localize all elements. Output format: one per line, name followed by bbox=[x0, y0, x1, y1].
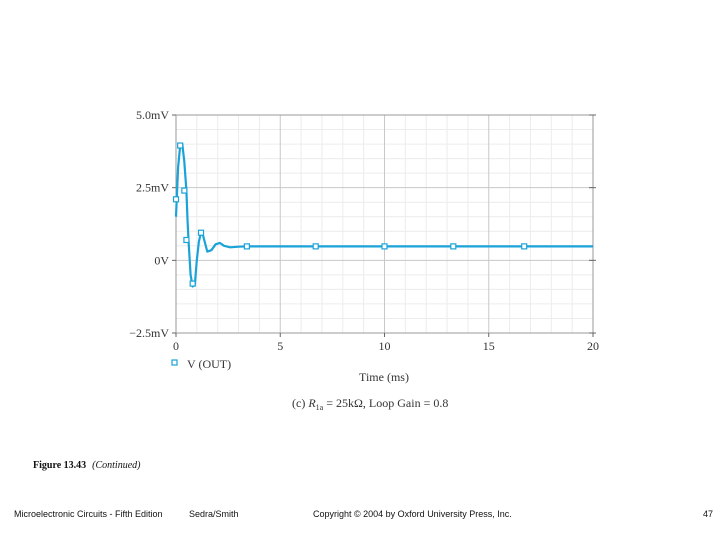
footer-book-title: Microelectronic Circuits - Fifth Edition bbox=[14, 509, 163, 519]
x-tick-label: 10 bbox=[379, 339, 391, 353]
legend-entry-label: V (OUT) bbox=[187, 357, 231, 371]
series-marker bbox=[381, 243, 388, 250]
transient-response-chart: 5.0mV 2.5mV 0V −2.5mV 0 5 10 15 20 V (OUT) Time… bbox=[129, 108, 599, 412]
series-marker bbox=[521, 243, 528, 250]
subcaption-r-symbol: R bbox=[307, 396, 316, 410]
footer-authors: Sedra/Smith bbox=[189, 509, 239, 519]
x-tick-label: 20 bbox=[587, 339, 599, 353]
series-layer bbox=[172, 142, 593, 288]
series-marker bbox=[172, 196, 180, 203]
subcaption-prefix: (c) bbox=[292, 396, 308, 410]
figure-caption: Figure 13.43 (Continued) bbox=[33, 460, 140, 471]
series-marker bbox=[312, 243, 319, 250]
series-marker bbox=[197, 229, 205, 236]
legend: V (OUT) bbox=[171, 357, 231, 371]
y-tick-label: 0V bbox=[154, 253, 169, 267]
series-marker bbox=[243, 243, 250, 250]
y-tick-label: 2.5mV bbox=[136, 181, 169, 195]
series-marker bbox=[189, 280, 196, 287]
series-marker bbox=[183, 236, 190, 244]
figure-continued: (Continued) bbox=[92, 460, 141, 471]
y-tick-label: −2.5mV bbox=[129, 326, 169, 340]
x-axis-ticks: 0 5 10 15 20 bbox=[173, 333, 599, 353]
x-axis-title: Time (ms) bbox=[359, 370, 409, 384]
footer-copyright: Copyright © 2004 by Oxford University Pr… bbox=[313, 509, 512, 519]
series-marker bbox=[177, 142, 184, 149]
series-line bbox=[174, 143, 593, 288]
subcaption-rest: = 25kΩ, Loop Gain = 0.8 bbox=[323, 396, 448, 410]
x-tick-label: 15 bbox=[483, 339, 495, 353]
figure-label: Figure 13.43 bbox=[33, 460, 87, 471]
series-marker bbox=[181, 187, 188, 194]
legend-marker bbox=[171, 359, 178, 366]
x-tick-label: 0 bbox=[173, 339, 179, 353]
y-tick-label: 5.0mV bbox=[136, 108, 169, 122]
series-marker bbox=[450, 243, 457, 250]
chart-subcaption: (c) R1a = 25kΩ, Loop Gain = 0.8 bbox=[292, 396, 448, 412]
subcaption-r-subscript: 1a bbox=[316, 403, 324, 412]
y-axis-ticks: 5.0mV 2.5mV 0V −2.5mV bbox=[129, 108, 596, 340]
footer-page-number: 47 bbox=[703, 509, 714, 519]
x-tick-label: 5 bbox=[277, 339, 283, 353]
